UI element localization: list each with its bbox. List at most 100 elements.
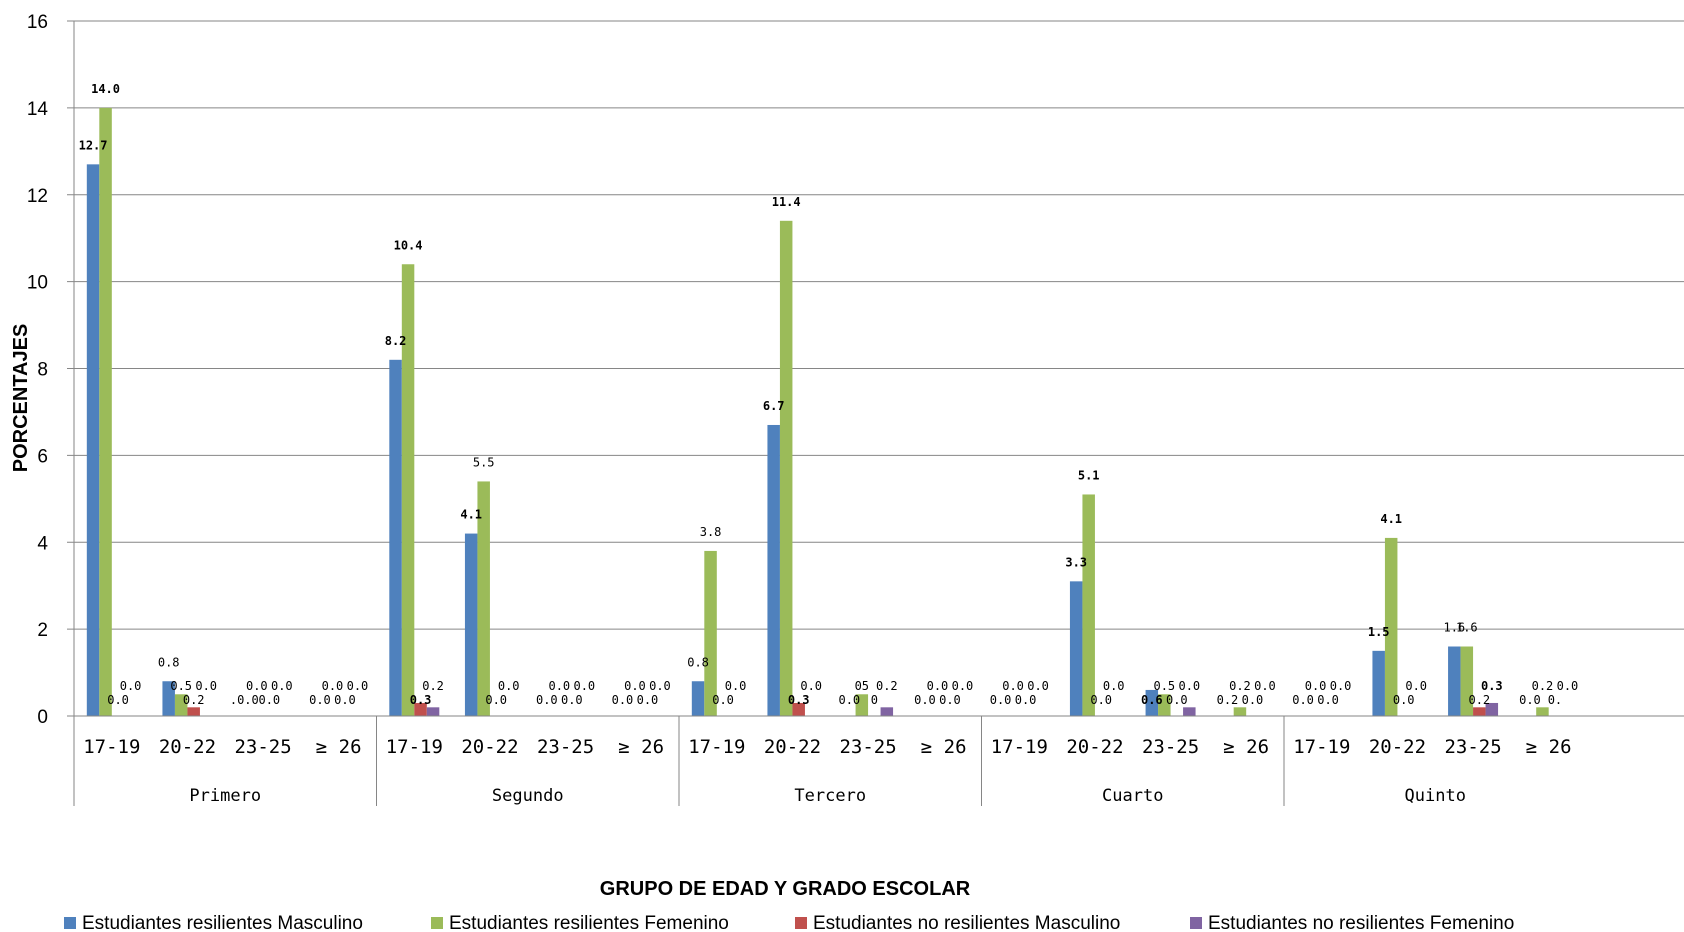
data-label: 0.2 <box>1229 679 1251 693</box>
data-label: 11.4 <box>772 195 801 209</box>
bar <box>477 481 490 716</box>
data-label: 0.0 <box>334 693 356 707</box>
x-category-label: 23-25 <box>234 736 291 758</box>
data-label: 0.0 <box>1002 679 1024 693</box>
data-label: 0.0 <box>990 693 1012 707</box>
data-label: 0.0 <box>800 679 822 693</box>
bar <box>704 550 717 716</box>
bar <box>691 681 705 716</box>
bar <box>779 220 793 716</box>
x-group-label: Segundo <box>492 786 564 806</box>
x-category-label: ≥ 26 <box>1223 736 1269 758</box>
bar <box>855 694 869 716</box>
data-label: 0.0 <box>1254 679 1276 693</box>
data-label: 4.1 <box>1380 512 1402 526</box>
legend-swatch <box>64 917 76 929</box>
bar <box>162 681 175 716</box>
data-label: 0.5 <box>170 679 192 693</box>
data-label: 5.1 <box>1078 468 1100 482</box>
bar <box>464 533 478 716</box>
x-category-label: 23-25 <box>537 736 594 758</box>
data-label: 0. <box>1548 693 1562 707</box>
data-label: 0.0 <box>120 679 142 693</box>
x-category-label: 17-19 <box>1293 736 1350 758</box>
data-label: 0.0 <box>838 693 860 707</box>
data-label: 14.0 <box>91 82 120 96</box>
bar <box>414 702 427 716</box>
data-label: 0.8 <box>687 655 709 669</box>
x-category-label: 17-19 <box>386 736 443 758</box>
bar <box>1372 650 1385 716</box>
x-group-label: Cuarto <box>1102 786 1163 806</box>
data-label: 8.2 <box>385 334 407 348</box>
data-label: 0.0 <box>498 679 520 693</box>
data-label: .0.0 <box>230 693 259 707</box>
data-label: 0 <box>871 693 878 707</box>
grid-lines <box>67 20 1684 717</box>
legend-label: Estudiantes resilientes Masculino <box>82 913 363 932</box>
bar <box>86 164 100 716</box>
y-axis-ticks: 0 2 4 6 8 10 12 14 16 <box>27 12 49 728</box>
bar <box>880 707 894 716</box>
x-category-label: 17-19 <box>688 736 745 758</box>
data-label: 1.5 <box>1368 625 1390 639</box>
data-label: 0.3 <box>1481 679 1503 693</box>
data-label: 0.2 <box>1468 693 1490 707</box>
data-label: 0.0 <box>1330 679 1352 693</box>
data-labels: 12.714.00.00.00.80.50.20.0.0.00.00.00.00… <box>79 82 1579 707</box>
data-label: 0.2 <box>876 679 898 693</box>
data-label: 0.2 <box>183 693 205 707</box>
data-label: 0.0 <box>1242 693 1264 707</box>
x-category-label: 17-19 <box>991 736 1048 758</box>
data-label: 0.0 <box>1405 679 1427 693</box>
x-category-label: ≥ 26 <box>921 736 967 758</box>
data-label: 12.7 <box>79 138 108 152</box>
data-label: 0.0 <box>246 679 268 693</box>
x-axis: 17-19 20-22 23-25 ≥ 26 Primero 17-19 20-22 23-2… <box>73 715 1684 806</box>
data-label: 1.6 <box>1443 621 1465 635</box>
bar <box>426 707 440 716</box>
data-label: 0.0 <box>347 679 369 693</box>
x-category-label: ≥ 26 <box>618 736 664 758</box>
data-label: 0.2 <box>1532 679 1554 693</box>
legend-swatch <box>431 917 443 929</box>
data-label: 0.6 <box>1141 693 1163 707</box>
x-category-label: 20-22 <box>1066 736 1123 758</box>
y-tick-label: 2 <box>37 620 48 641</box>
x-group-label: Tercero <box>794 786 866 806</box>
x-group-label: Primero <box>189 786 261 806</box>
x-category-label: ≥ 26 <box>316 736 362 758</box>
bar <box>1158 694 1171 716</box>
bars <box>86 107 1549 716</box>
data-label: 10.4 <box>394 238 423 252</box>
data-label: 3.3 <box>1065 555 1087 569</box>
legend-swatch <box>1190 917 1202 929</box>
data-label: 0.0 <box>322 679 344 693</box>
data-label: 0.0 <box>1305 679 1327 693</box>
x-group-label: Quinto <box>1405 786 1466 806</box>
bar <box>1233 707 1247 716</box>
bar <box>1485 702 1499 716</box>
bar <box>1473 707 1486 716</box>
data-label: 0.0 <box>712 693 734 707</box>
y-tick-label: 8 <box>37 360 48 381</box>
data-label: 0.0 <box>1519 693 1541 707</box>
data-label: 0.0 <box>1317 693 1339 707</box>
bar <box>1069 581 1083 716</box>
data-label: 0.0 <box>649 679 671 693</box>
data-label: 0.0 <box>624 679 646 693</box>
data-label: 0.0 <box>258 693 280 707</box>
bar <box>1384 537 1398 716</box>
x-category-label: 20-22 <box>764 736 821 758</box>
y-tick-label: 10 <box>27 273 48 294</box>
x-category-label: 23-25 <box>839 736 896 758</box>
bar <box>99 107 112 716</box>
data-label: 0.0 <box>1393 693 1415 707</box>
data-label: 0.0 <box>939 693 961 707</box>
data-label: 0.0 <box>573 679 595 693</box>
data-label: 0.0 <box>914 693 936 707</box>
y-tick-label: 12 <box>27 186 48 207</box>
data-label: 0.3 <box>410 693 432 707</box>
y-axis-title: PORCENTAJES <box>10 324 32 473</box>
